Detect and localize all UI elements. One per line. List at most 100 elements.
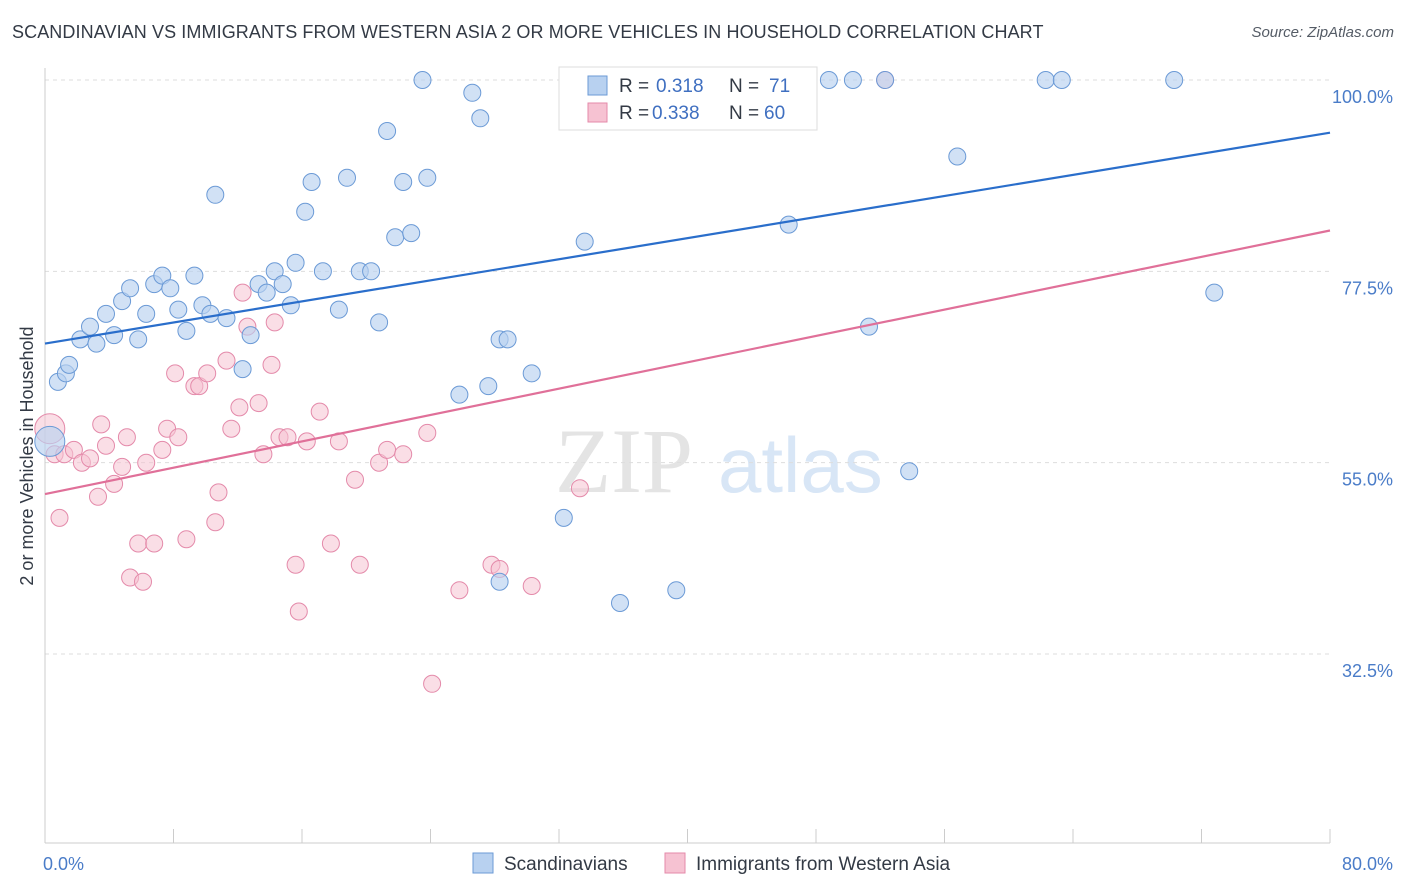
point-scandinavian-50	[490, 572, 509, 591]
point-western-asia-33	[249, 394, 268, 413]
point-scandinavian-43	[413, 71, 432, 89]
point-western-asia-16	[137, 453, 156, 472]
point-scandinavian-68	[1036, 71, 1055, 89]
point-scandinavian-47	[471, 109, 490, 128]
watermark: ZIP atlas	[555, 410, 883, 512]
point-western-asia-29	[222, 419, 241, 438]
point-scandinavian-64	[876, 71, 895, 89]
point-scandinavian-39	[378, 122, 397, 140]
point-western-asia-35	[262, 355, 281, 374]
legend-r-value-1: 0.318	[656, 76, 704, 97]
point-western-asia-2	[50, 508, 69, 527]
point-scandinavian-61	[819, 71, 838, 89]
point-western-asia-40	[289, 602, 308, 621]
point-scandinavian-35	[329, 300, 348, 319]
bottom-legend-swatch-western-asia	[664, 852, 686, 874]
point-scandinavian-30	[286, 253, 305, 272]
point-scandinavian-66	[948, 147, 967, 166]
trend-line-western-asia	[44, 229, 1331, 496]
point-scandinavian-67	[1205, 283, 1224, 302]
point-scandinavian-31	[296, 202, 315, 221]
point-western-asia-25	[198, 364, 217, 383]
x-tick-label-1: 80.0%	[1342, 854, 1393, 874]
point-scandinavian-69	[1052, 71, 1071, 89]
point-western-asia-6	[81, 449, 99, 468]
point-scandinavian-32	[302, 173, 321, 191]
point-scandinavian-14	[153, 266, 172, 285]
legend-swatch-pink	[587, 102, 608, 123]
point-scandinavian-42	[402, 224, 421, 243]
point-scandinavian-23	[233, 360, 252, 379]
bottom-legend-swatch-scandinavians	[472, 852, 494, 874]
point-scandinavian-16	[169, 300, 188, 319]
point-scandinavian-55	[611, 594, 629, 612]
point-western-asia-21	[169, 428, 188, 447]
legend-r-label-2: R =	[619, 103, 649, 124]
point-scandinavian-46	[463, 83, 482, 102]
point-western-asia-47	[370, 453, 389, 472]
y-tick-label-3: 100.0%	[1332, 87, 1393, 107]
point-scandinavian-51	[498, 330, 517, 349]
point-western-asia-22	[177, 530, 196, 549]
point-western-asia-43	[321, 534, 340, 553]
watermark-atlas: atlas	[718, 421, 883, 509]
point-western-asia-50	[418, 423, 437, 442]
legend-n-label-1: N =	[729, 76, 759, 97]
point-scandinavian-37	[362, 262, 381, 281]
data-points	[34, 71, 1224, 693]
point-scandinavian-60	[779, 215, 798, 234]
point-western-asia-17	[145, 534, 164, 553]
point-scandinavian-53	[554, 508, 573, 527]
point-scandinavian-62	[843, 71, 862, 89]
point-western-asia-39	[286, 555, 305, 574]
point-scandinavian-28	[273, 275, 292, 294]
point-western-asia-12	[117, 428, 136, 447]
bottom-legend-western-asia: Immigrants from Western Asia	[696, 854, 951, 875]
point-western-asia-42	[310, 402, 329, 421]
legend-n-value-1: 71	[769, 76, 790, 97]
point-western-asia-56	[570, 479, 589, 498]
bottom-legend: Scandinavians Immigrants from Western As…	[472, 852, 951, 875]
point-western-asia-15	[134, 572, 152, 591]
point-western-asia-18	[153, 440, 172, 459]
point-scandinavian-12	[137, 304, 156, 323]
point-western-asia-27	[209, 483, 228, 502]
point-scandinavian-20	[201, 304, 220, 323]
point-western-asia-38	[278, 428, 297, 447]
point-scandinavian-5	[81, 317, 99, 336]
point-scandinavian-0	[34, 425, 66, 457]
legend-n-label-2: N =	[729, 103, 759, 124]
y-tick-labels: 32.5% 55.0% 77.5% 100.0%	[1332, 87, 1393, 681]
point-scandinavian-24	[241, 326, 260, 345]
point-scandinavian-41	[394, 173, 413, 191]
point-scandinavian-10	[121, 279, 140, 298]
y-tick-label-0: 32.5%	[1342, 661, 1393, 681]
point-scandinavian-40	[386, 228, 405, 247]
point-scandinavian-48	[479, 377, 498, 396]
bottom-legend-scandinavians: Scandinavians	[504, 854, 628, 875]
point-scandinavian-3	[60, 355, 79, 374]
point-scandinavian-52	[522, 364, 541, 383]
trend-lines	[44, 131, 1331, 496]
point-scandinavian-11	[129, 330, 148, 349]
point-western-asia-49	[394, 445, 413, 464]
point-western-asia-52	[450, 581, 469, 600]
point-western-asia-46	[350, 555, 369, 574]
x-tick-labels: 0.0% 80.0%	[43, 854, 1393, 874]
point-western-asia-26	[206, 513, 225, 532]
legend-swatch-blue	[587, 75, 608, 96]
chart-title: SCANDINAVIAN VS IMMIGRANTS FROM WESTERN …	[12, 22, 1044, 42]
point-scandinavian-70	[1165, 71, 1184, 89]
point-scandinavian-33	[313, 262, 332, 281]
point-scandinavian-38	[370, 313, 389, 332]
point-western-asia-7	[89, 487, 107, 506]
point-scandinavian-34	[338, 168, 356, 187]
chart-source: Source: ZipAtlas.com	[1251, 24, 1394, 41]
point-scandinavian-9	[113, 292, 132, 311]
point-western-asia-45	[346, 470, 364, 489]
y-tick-label-1: 55.0%	[1342, 470, 1393, 490]
x-tick-label-0: 0.0%	[43, 854, 84, 874]
point-western-asia-55	[522, 577, 541, 595]
point-scandinavian-17	[177, 321, 196, 340]
